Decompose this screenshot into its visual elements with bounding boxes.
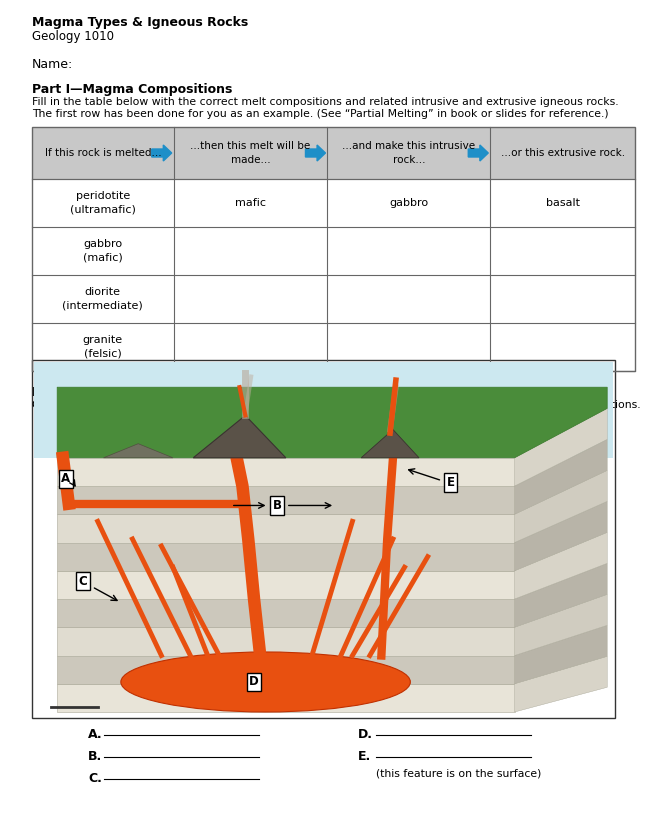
Polygon shape xyxy=(361,430,419,458)
Text: D: D xyxy=(249,676,259,689)
Bar xyxy=(57,458,514,486)
Bar xyxy=(57,543,514,571)
Bar xyxy=(57,571,514,599)
FancyArrow shape xyxy=(305,145,325,161)
Bar xyxy=(57,599,514,627)
Text: C: C xyxy=(79,575,88,588)
Text: ...and make this intrusive: ...and make this intrusive xyxy=(342,141,476,151)
Bar xyxy=(32,360,615,718)
Bar xyxy=(32,127,635,371)
Text: Magma Types & Igneous Rocks: Magma Types & Igneous Rocks xyxy=(32,16,248,29)
Text: Fill in the table below with the correct melt compositions and related intrusive: Fill in the table below with the correct… xyxy=(32,97,619,107)
Text: (this feature is on the surface): (this feature is on the surface) xyxy=(376,769,541,779)
Text: (intermediate): (intermediate) xyxy=(63,301,143,311)
FancyArrow shape xyxy=(468,145,488,161)
Text: C.: C. xyxy=(88,772,102,785)
Polygon shape xyxy=(514,408,607,486)
Text: (felsic): (felsic) xyxy=(84,349,122,359)
Text: Name:: Name: xyxy=(32,58,73,71)
Bar xyxy=(57,514,514,543)
Ellipse shape xyxy=(121,652,410,712)
Polygon shape xyxy=(514,625,607,684)
Polygon shape xyxy=(514,563,607,627)
Text: Part I—Magma Compositions: Part I—Magma Compositions xyxy=(32,83,232,96)
Text: peridotite: peridotite xyxy=(75,191,130,201)
Polygon shape xyxy=(514,657,607,712)
Text: A.: A. xyxy=(88,728,103,742)
Text: The first row has been done for you as an example. (See “Partial Melting” in boo: The first row has been done for you as a… xyxy=(32,109,609,119)
Text: B.: B. xyxy=(88,751,102,763)
Bar xyxy=(57,627,514,656)
Polygon shape xyxy=(514,440,607,514)
Bar xyxy=(32,323,635,371)
Text: Geology 1010: Geology 1010 xyxy=(32,30,114,43)
Polygon shape xyxy=(104,444,173,458)
Bar xyxy=(32,275,635,323)
Text: (mafic): (mafic) xyxy=(83,253,123,263)
Polygon shape xyxy=(514,470,607,543)
Text: E: E xyxy=(447,476,455,489)
Text: E.: E. xyxy=(358,751,371,763)
Text: made...: made... xyxy=(230,155,271,165)
Polygon shape xyxy=(57,387,607,458)
Text: diorite: diorite xyxy=(85,287,121,297)
Text: (ultramafic): (ultramafic) xyxy=(70,205,136,215)
Text: mafic: mafic xyxy=(235,198,266,208)
Bar xyxy=(57,656,514,684)
Bar xyxy=(57,486,514,514)
Polygon shape xyxy=(514,532,607,599)
Text: Correctly identify the labels next to the various magma intrusion features.  The: Correctly identify the labels next to th… xyxy=(32,400,641,410)
Bar xyxy=(57,684,514,712)
Text: D.: D. xyxy=(358,728,373,742)
Text: basalt: basalt xyxy=(546,198,580,208)
Bar xyxy=(34,362,613,458)
Text: If this rock is melted...: If this rock is melted... xyxy=(45,148,161,158)
Bar xyxy=(32,227,635,275)
Text: ...or this extrusive rock.: ...or this extrusive rock. xyxy=(500,148,625,158)
Bar xyxy=(32,127,635,179)
Polygon shape xyxy=(193,416,286,458)
Text: gabbro: gabbro xyxy=(84,239,122,249)
Polygon shape xyxy=(514,502,607,571)
Text: ...then this melt will be: ...then this melt will be xyxy=(190,141,311,151)
Polygon shape xyxy=(514,594,607,656)
Text: A: A xyxy=(61,473,70,485)
Text: rock...: rock... xyxy=(393,155,425,165)
Text: granite: granite xyxy=(83,335,123,345)
FancyArrow shape xyxy=(152,145,172,161)
Text: B: B xyxy=(273,499,282,512)
Text: gabbro: gabbro xyxy=(389,198,428,208)
Bar xyxy=(32,179,635,227)
Text: Part II—Magma Intrusions Diagram: Part II—Magma Intrusions Diagram xyxy=(32,386,277,399)
